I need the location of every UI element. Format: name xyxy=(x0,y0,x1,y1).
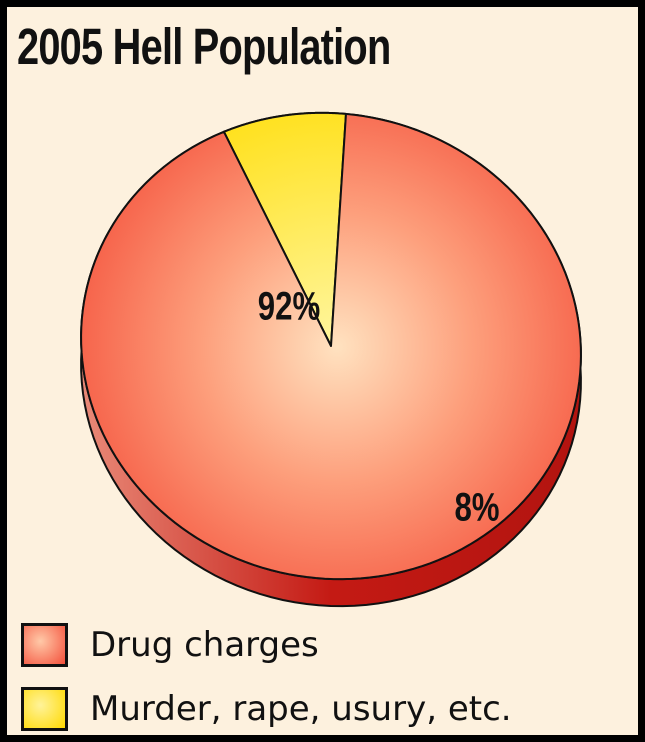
pie-slice-drug-charges xyxy=(80,112,582,581)
pie-label-murder: 8% xyxy=(454,485,499,530)
legend-label: Murder, rape, usury, etc. xyxy=(90,689,512,729)
legend-swatch-drug-charges xyxy=(21,623,68,667)
legend: Drug charges Murder, rape, usury, etc. xyxy=(21,613,512,735)
legend-swatch-murder xyxy=(21,687,68,731)
legend-item-drug-charges: Drug charges xyxy=(21,613,512,677)
pie-chart: 92% 8% xyxy=(80,111,582,608)
pie-slice-murder xyxy=(222,111,347,347)
legend-label: Drug charges xyxy=(90,625,319,665)
pie-labels: 92% 8% xyxy=(258,284,500,530)
pie-slices xyxy=(80,111,582,581)
pie-label-drug-charges: 92% xyxy=(258,284,320,329)
legend-item-murder: Murder, rape, usury, etc. xyxy=(21,677,512,735)
chart-title: 2005 Hell Population xyxy=(17,18,391,75)
